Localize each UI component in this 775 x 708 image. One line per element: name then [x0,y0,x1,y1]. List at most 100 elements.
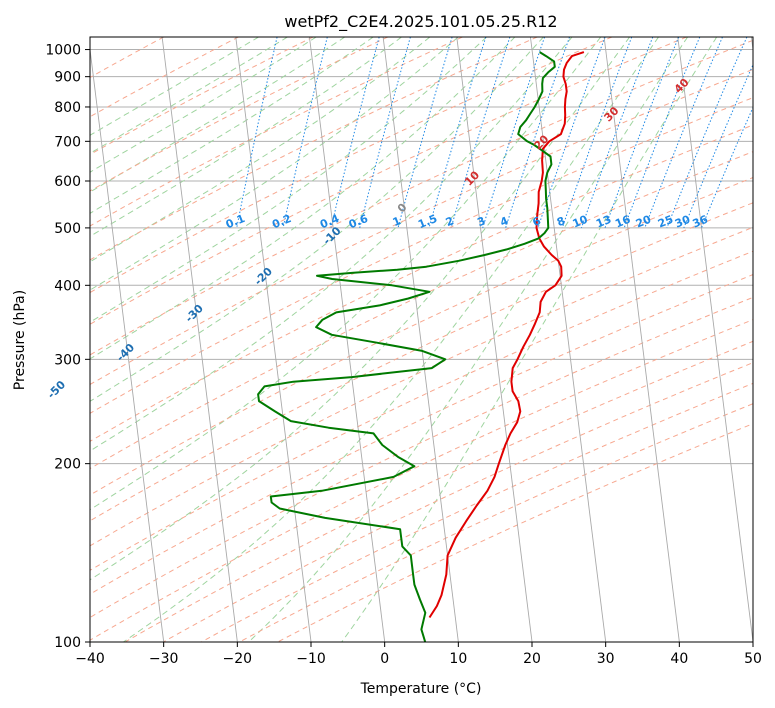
moist-adiabats [90,37,718,642]
mixing-ratio-line [236,37,278,228]
y-tick-label: 300 [54,352,81,368]
isotherm-label: -50 [45,378,68,401]
x-tick-label: 10 [449,651,467,667]
mixing-ratio-label: 8 [555,214,567,229]
isotherms [90,37,753,642]
isotherm-line [456,37,533,642]
x-tick-label: −10 [296,651,326,667]
mixing-ratio-label: 16 [613,213,632,231]
mixing-ratio-line [482,37,546,229]
dry-adiabat-line [90,296,753,619]
isotherm-line [161,37,238,642]
mixing-ratio-line [580,37,654,229]
x-tick-label: −30 [149,651,179,667]
mixing-ratio-label: 13 [594,213,613,231]
mixing-ratio-line [537,37,606,229]
y-tick-label: 200 [54,457,81,473]
mixing-ratio-label: 30 [673,213,692,231]
dry-adiabat-line [90,250,753,571]
moist-adiabat-line [90,37,487,323]
mixing-ratio-line [623,37,701,229]
isotherm-line [90,45,165,642]
mixing-ratio-label: 1 [391,214,403,229]
isotherm-line [235,37,312,642]
x-tick-label: 50 [744,651,762,667]
x-tick-label: 0 [380,651,389,667]
mixing-ratio-line [505,37,570,229]
moist-adiabat-line [90,37,630,581]
dry-adiabat-line [90,97,753,414]
moist-adiabat-line [90,37,431,263]
y-tick-label: 700 [54,134,81,150]
x-tick-label: 20 [523,651,541,667]
dry-adiabat-line [90,124,753,442]
y-axis-label: Pressure (hPa) [12,290,28,390]
mixing-ratio-line [359,37,411,229]
temperature-line [428,51,585,619]
y-axis-ticks: 100 200 300 400 500 600 700 800 900 1000 [45,43,90,651]
x-axis-ticks: −40 −30 −20 −10 0 10 20 30 40 50 [75,642,762,667]
mixing-ratio-label: 36 [691,213,710,231]
mixing-ratio-line [428,37,487,229]
moist-adiabat-line [123,37,659,642]
moist-adiabat-line [341,37,718,642]
isotherm-line [750,37,753,54]
mixing-ratio-label: 10 [571,213,590,231]
moist-adiabat-line [90,37,288,154]
dry-adiabat-line [90,37,687,325]
plot-area [90,37,753,642]
x-tick-label: −20 [223,651,253,667]
moist-adiabat-line [90,37,374,214]
mixing-ratio-label: 2 [444,214,456,229]
mixing-ratio-line [666,37,748,229]
y-tick-label: 600 [54,174,81,190]
dry-adiabat-line [90,37,463,227]
dry-adiabat-line [162,362,753,642]
isotherm-line [382,37,459,642]
x-axis-label: Temperature (°C) [360,681,482,697]
y-tick-label: 500 [54,221,81,237]
chart-title: wetPf2_C2E4.2025.101.05.25.R12 [284,12,557,32]
moist-adiabat-line [90,37,259,136]
sounding-profiles [257,51,585,642]
x-tick-label: 40 [670,651,688,667]
y-tick-label: 400 [54,278,81,294]
dry-adiabat-line [90,37,239,118]
y-tick-label: 900 [54,70,81,86]
moist-adiabat-line [90,37,516,360]
dry-adiabat-line [90,37,613,294]
mixing-ratio-line [701,106,753,229]
mixing-ratio-label: 25 [656,213,675,231]
mixing-ratio-label: 20 [634,213,653,231]
dry-adiabat-line [90,37,314,156]
moist-adiabat-line [90,37,573,452]
y-tick-label: 1000 [45,43,81,59]
moist-adiabat-line [90,37,602,511]
mixing-ratio-line [397,37,453,229]
y-tick-label: 100 [54,635,81,651]
mixing-ratio-line [644,37,723,229]
isotherm-line [529,37,607,642]
x-tick-label: −40 [75,651,105,667]
mixing-ratio-line [450,37,511,229]
x-tick-label: 30 [597,651,615,667]
mixing-ratio-lines [236,37,753,229]
moist-adiabat-line [90,37,459,291]
mixing-ratio-line [561,37,633,229]
dry-adiabat-line [90,202,753,522]
dry-adiabat-line [90,39,753,356]
mixing-ratio-line [604,37,680,229]
isotherm-line [603,37,680,642]
dewpoint-line [257,51,556,642]
moist-adiabat-line [90,37,402,237]
dry-adiabat-line [90,37,538,261]
moist-adiabat-line [248,37,689,642]
y-tick-label: 800 [54,100,81,116]
mixing-ratio-label: 3 [475,214,487,229]
isotherm-line [677,37,753,642]
mixing-ratio-line [282,37,328,229]
isotherm-line [308,37,386,642]
plot-frame [89,36,754,643]
mixing-ratio-line [330,37,380,229]
